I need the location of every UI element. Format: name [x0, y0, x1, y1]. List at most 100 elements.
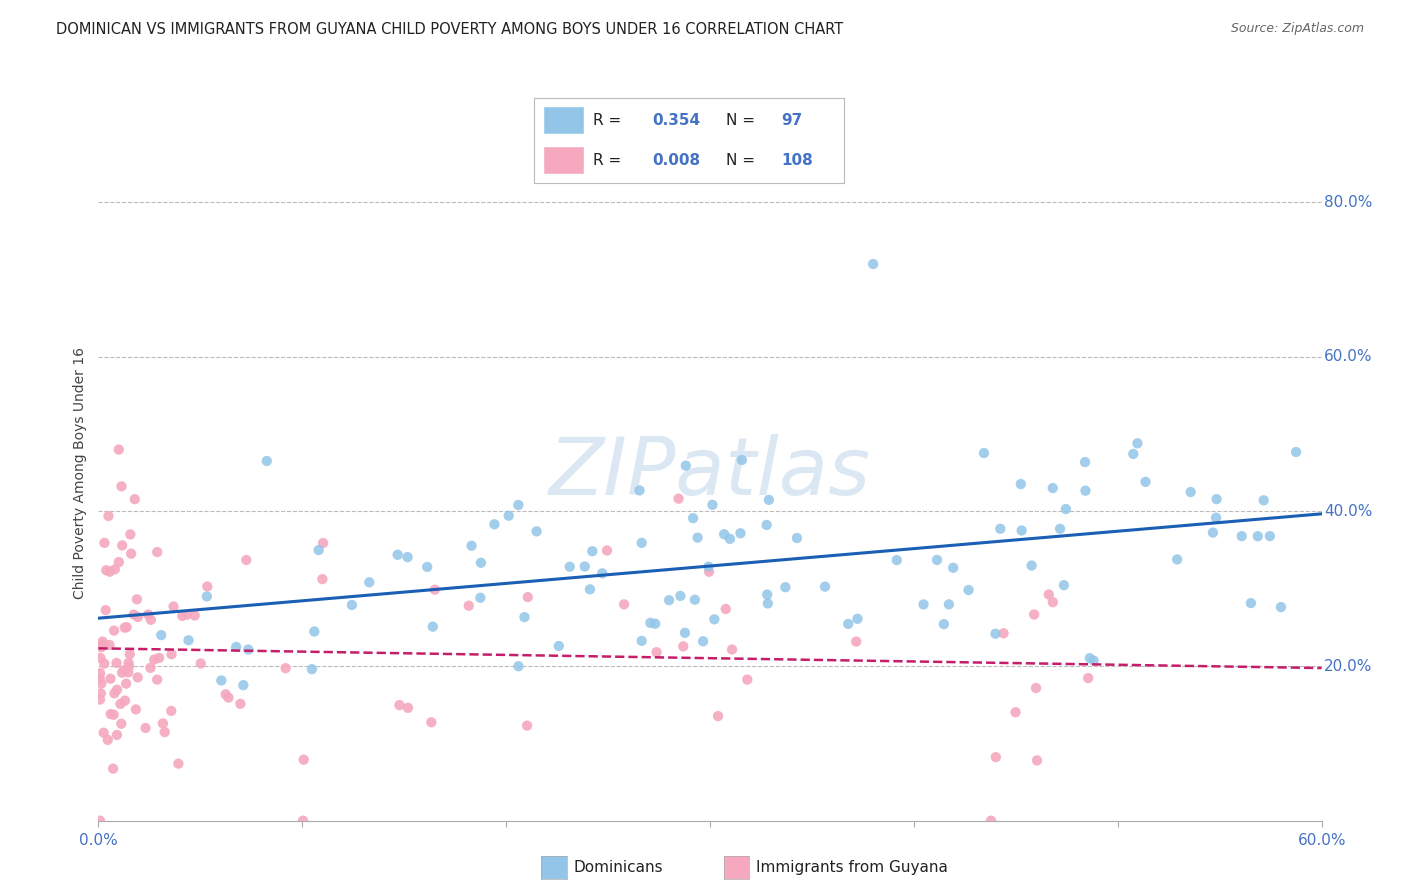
Text: 40.0%: 40.0%	[1324, 504, 1372, 519]
Point	[93, 657, 115, 671]
Point	[1083, 654, 1105, 668]
Point	[755, 518, 778, 533]
Point	[1010, 477, 1032, 491]
Text: R =: R =	[593, 112, 626, 128]
Point	[938, 598, 960, 612]
Point	[596, 543, 619, 558]
Point	[703, 612, 725, 626]
Point	[498, 508, 520, 523]
Point	[209, 673, 232, 688]
Text: DOMINICAN VS IMMIGRANTS FROM GUYANA CHILD POVERTY AMONG BOYS UNDER 16 CORRELATIO: DOMINICAN VS IMMIGRANTS FROM GUYANA CHIL…	[56, 22, 844, 37]
Point	[730, 526, 752, 541]
Point	[359, 575, 381, 590]
Point	[658, 593, 681, 607]
Point	[1074, 483, 1097, 498]
Point	[111, 538, 134, 552]
Point	[90, 640, 112, 655]
Point	[125, 592, 148, 607]
Point	[115, 676, 138, 690]
Point	[1122, 447, 1144, 461]
Y-axis label: Child Poverty Among Boys Under 16: Child Poverty Among Boys Under 16	[73, 347, 87, 599]
Point	[311, 572, 333, 586]
Point	[591, 566, 613, 581]
Point	[152, 716, 174, 731]
Point	[628, 483, 651, 498]
Point	[682, 511, 704, 525]
Point	[984, 626, 1007, 640]
Text: ZIPatlas: ZIPatlas	[548, 434, 872, 512]
Point	[669, 589, 692, 603]
Point	[1202, 525, 1225, 540]
Point	[673, 625, 696, 640]
Point	[460, 539, 482, 553]
Point	[115, 620, 138, 634]
Point	[89, 651, 111, 665]
Point	[1011, 524, 1033, 538]
Point	[508, 498, 530, 512]
Point	[308, 543, 330, 558]
Point	[172, 608, 194, 623]
Text: Source: ZipAtlas.com: Source: ZipAtlas.com	[1230, 22, 1364, 36]
Point	[105, 728, 128, 742]
Point	[993, 626, 1015, 640]
Point	[114, 693, 136, 707]
Point	[846, 612, 869, 626]
Point	[775, 580, 797, 594]
Text: 0.008: 0.008	[652, 153, 700, 169]
Point	[89, 814, 111, 828]
Point	[256, 454, 278, 468]
Point	[422, 620, 444, 634]
Point	[127, 670, 149, 684]
Point	[229, 697, 252, 711]
Text: 0.354: 0.354	[652, 112, 700, 128]
Point	[238, 642, 260, 657]
Point	[387, 548, 409, 562]
Point	[630, 536, 652, 550]
Point	[90, 676, 112, 690]
FancyBboxPatch shape	[544, 107, 583, 134]
Text: N =: N =	[725, 112, 759, 128]
Point	[122, 607, 145, 622]
Point	[1166, 552, 1188, 566]
Text: 20.0%: 20.0%	[1324, 658, 1372, 673]
Point	[139, 613, 162, 627]
Point	[127, 610, 149, 624]
Point	[581, 544, 603, 558]
Point	[756, 588, 779, 602]
Point	[668, 491, 690, 506]
Point	[731, 453, 754, 467]
Point	[756, 596, 779, 610]
Point	[120, 527, 142, 541]
Point	[218, 690, 240, 705]
Point	[167, 756, 190, 771]
Point	[862, 257, 884, 271]
Point	[93, 725, 115, 739]
Point	[1042, 595, 1064, 609]
Point	[645, 645, 668, 659]
Point	[97, 508, 120, 523]
Point	[613, 598, 636, 612]
Point	[91, 637, 114, 651]
Point	[837, 616, 859, 631]
Point	[942, 561, 965, 575]
Point	[396, 550, 419, 565]
Point	[104, 562, 127, 576]
Point	[143, 652, 166, 666]
Point	[579, 582, 602, 597]
Point	[98, 638, 121, 652]
Point	[96, 563, 118, 577]
Point	[713, 527, 735, 541]
Point	[396, 701, 419, 715]
Point	[886, 553, 908, 567]
Point	[416, 560, 439, 574]
Point	[108, 555, 131, 569]
Point	[1078, 651, 1101, 665]
Point	[1021, 558, 1043, 573]
Point	[714, 602, 737, 616]
Point	[146, 545, 169, 559]
Point	[630, 633, 652, 648]
Point	[118, 659, 141, 673]
Point	[912, 598, 935, 612]
Point	[100, 707, 122, 722]
Point	[114, 621, 136, 635]
